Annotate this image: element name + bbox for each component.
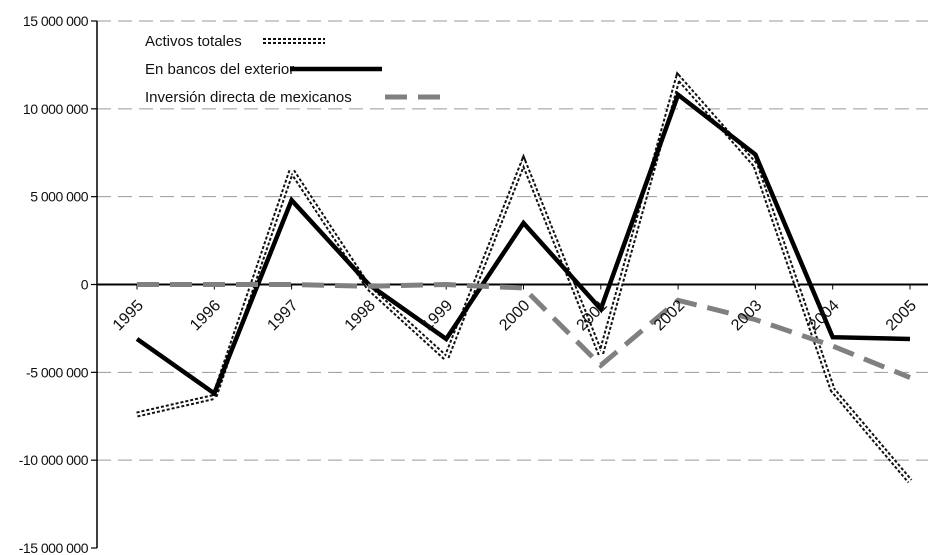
grid-layer (97, 20, 928, 461)
legend-label: Activos totales (145, 33, 242, 50)
x-category-label: 2004 (806, 297, 843, 334)
series-line-inversion-directa (137, 281, 911, 380)
x-category-label: 2005 (883, 297, 920, 334)
series-line-en-bancos-del-exterior (135, 91, 911, 397)
series-layer (135, 71, 913, 484)
x-category-label: 1998 (342, 297, 379, 334)
x-category-label: 1997 (264, 297, 301, 334)
series-line-activos-totales-inner (136, 75, 911, 482)
y-tick-label: 10 000 000 (23, 101, 89, 117)
legend: Activos totales En bancos del exterior Inv… (145, 33, 447, 106)
y-tick-label: -10 000 000 (19, 452, 89, 468)
legend-label: En bancos del exterior (145, 61, 294, 78)
x-category-label: 1996 (187, 297, 224, 334)
y-tick-label: 0 (81, 277, 89, 293)
y-tick-label: 15 000 000 (23, 13, 89, 29)
legend-label: Inversión directa de mexicanos (145, 89, 352, 106)
x-category-label: 1995 (110, 297, 147, 334)
x-category-label: 2003 (728, 297, 765, 334)
x-category-label: 2000 (496, 297, 533, 334)
y-tick-label: -5 000 000 (26, 364, 89, 380)
y-tick-label: -15 000 000 (19, 540, 89, 555)
y-tick-label: 5 000 000 (30, 189, 88, 205)
